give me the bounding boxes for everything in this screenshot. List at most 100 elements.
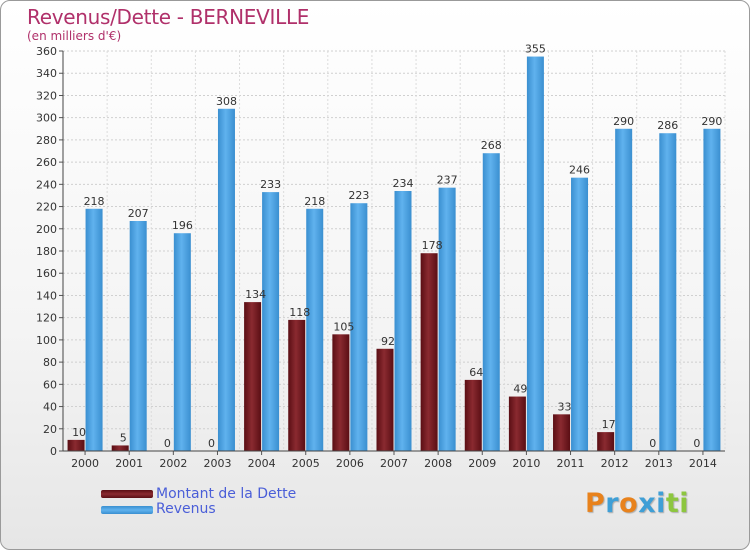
x-tick-label-2000: 2000	[71, 457, 99, 470]
bar-debt-2009	[464, 379, 482, 451]
x-tick-label-2008: 2008	[424, 457, 452, 470]
bar-debt-2010	[508, 396, 526, 451]
data-label-revenue-2008: 237	[437, 174, 458, 187]
data-label-revenue-2010: 355	[525, 43, 546, 56]
bar-revenue-2014	[703, 128, 721, 451]
y-tick-label: 160	[36, 267, 57, 280]
data-label-debt-2006: 105	[333, 320, 354, 333]
chart-title: Revenus/Dette - BERNEVILLE	[27, 5, 310, 29]
x-tick-label-2010: 2010	[512, 457, 540, 470]
data-label-debt-2007: 92	[381, 335, 395, 348]
y-tick-label: 100	[36, 334, 57, 347]
legend-label-debt: Montant de la Dette	[156, 486, 297, 502]
y-tick-label: 0	[50, 445, 57, 458]
data-label-revenue-2011: 246	[569, 164, 590, 177]
data-label-revenue-2014: 290	[701, 115, 722, 128]
data-label-debt-2009: 64	[469, 366, 483, 379]
data-label-debt-2005: 118	[289, 306, 310, 319]
bar-revenue-2005	[306, 208, 324, 451]
y-tick-label: 340	[36, 67, 57, 80]
logo-letter: x	[638, 488, 657, 519]
data-label-debt-2008: 178	[422, 239, 443, 252]
bar-debt-2001	[111, 445, 129, 451]
x-tick-label-2006: 2006	[336, 457, 364, 470]
y-tick-label: 60	[43, 378, 57, 391]
logo-letter: i	[679, 488, 690, 519]
data-label-revenue-2005: 218	[304, 195, 325, 208]
y-tick-label: 260	[36, 156, 57, 169]
x-tick-label-2014: 2014	[689, 457, 717, 470]
y-tick-label: 120	[36, 312, 57, 325]
data-label-revenue-2000: 218	[84, 195, 105, 208]
logo-letter: i	[656, 488, 666, 519]
legend-swatch-revenue	[101, 506, 153, 514]
data-label-revenue-2012: 290	[613, 115, 634, 128]
data-label-debt-2012: 17	[602, 418, 616, 431]
bar-debt-2005	[288, 319, 306, 451]
data-label-revenue-2013: 286	[657, 119, 678, 132]
data-label-debt-2013: 0	[649, 437, 656, 450]
data-label-revenue-2001: 207	[128, 207, 149, 220]
x-tick-label-2012: 2012	[601, 457, 629, 470]
y-tick-label: 180	[36, 245, 57, 258]
bar-revenue-2007	[394, 191, 412, 451]
y-tick-label: 140	[36, 289, 57, 302]
bar-revenue-2012	[615, 128, 633, 451]
legend-swatch-debt	[101, 490, 153, 498]
data-label-revenue-2003: 308	[216, 95, 237, 108]
data-label-debt-2003: 0	[208, 437, 215, 450]
data-label-debt-2014: 0	[693, 437, 700, 450]
x-tick-label-2009: 2009	[468, 457, 496, 470]
logo-letter: P	[585, 488, 606, 519]
chart-subtitle: (en milliers d'€)	[27, 29, 122, 43]
y-tick-label: 80	[43, 356, 57, 369]
data-label-revenue-2006: 223	[348, 189, 369, 202]
y-tick-label: 220	[36, 201, 57, 214]
data-label-revenue-2004: 233	[260, 178, 281, 191]
legend-label-revenue: Revenus	[156, 501, 216, 517]
bar-revenue-2000	[85, 208, 103, 451]
x-tick-label-2001: 2001	[115, 457, 143, 470]
x-tick-label-2002: 2002	[159, 457, 187, 470]
bar-revenue-2011	[571, 177, 589, 451]
data-label-debt-2000: 10	[72, 426, 86, 439]
bar-debt-2011	[553, 414, 571, 451]
logo-letter: o	[619, 488, 639, 519]
x-tick-label-2013: 2013	[645, 457, 673, 470]
bar-debt-2006	[332, 334, 350, 451]
y-tick-label: 360	[36, 45, 57, 58]
bar-debt-2004	[244, 302, 262, 451]
y-tick-label: 40	[43, 401, 57, 414]
logo-letter: r	[605, 488, 620, 519]
bar-revenue-2009	[482, 153, 500, 451]
y-tick-label: 300	[36, 112, 57, 125]
bar-debt-2000	[67, 439, 85, 451]
y-tick-label: 280	[36, 134, 57, 147]
bar-revenue-2008	[438, 187, 456, 451]
proxiti-logo: Proxiti	[585, 488, 689, 519]
x-tick-label-2011: 2011	[557, 457, 585, 470]
bar-debt-2012	[597, 432, 615, 451]
data-label-revenue-2002: 196	[172, 219, 193, 232]
bar-revenue-2013	[659, 133, 677, 451]
bar-revenue-2004	[262, 192, 280, 451]
bar-debt-2008	[420, 253, 438, 451]
y-tick-label: 20	[43, 423, 57, 436]
data-label-debt-2001: 5	[120, 431, 127, 444]
data-label-debt-2004: 134	[245, 288, 266, 301]
x-tick-label-2007: 2007	[380, 457, 408, 470]
bar-debt-2007	[376, 348, 394, 451]
logo-letter: t	[665, 488, 680, 519]
data-label-debt-2002: 0	[164, 437, 171, 450]
bar-revenue-2006	[350, 203, 368, 451]
x-tick-label-2004: 2004	[248, 457, 276, 470]
bar-revenue-2002	[173, 233, 191, 451]
data-label-revenue-2007: 234	[393, 177, 414, 190]
bar-revenue-2003	[217, 108, 235, 452]
data-label-revenue-2009: 268	[481, 139, 502, 152]
x-tick-label-2005: 2005	[292, 457, 320, 470]
x-tick-label-2003: 2003	[203, 457, 231, 470]
y-tick-label: 320	[36, 89, 57, 102]
